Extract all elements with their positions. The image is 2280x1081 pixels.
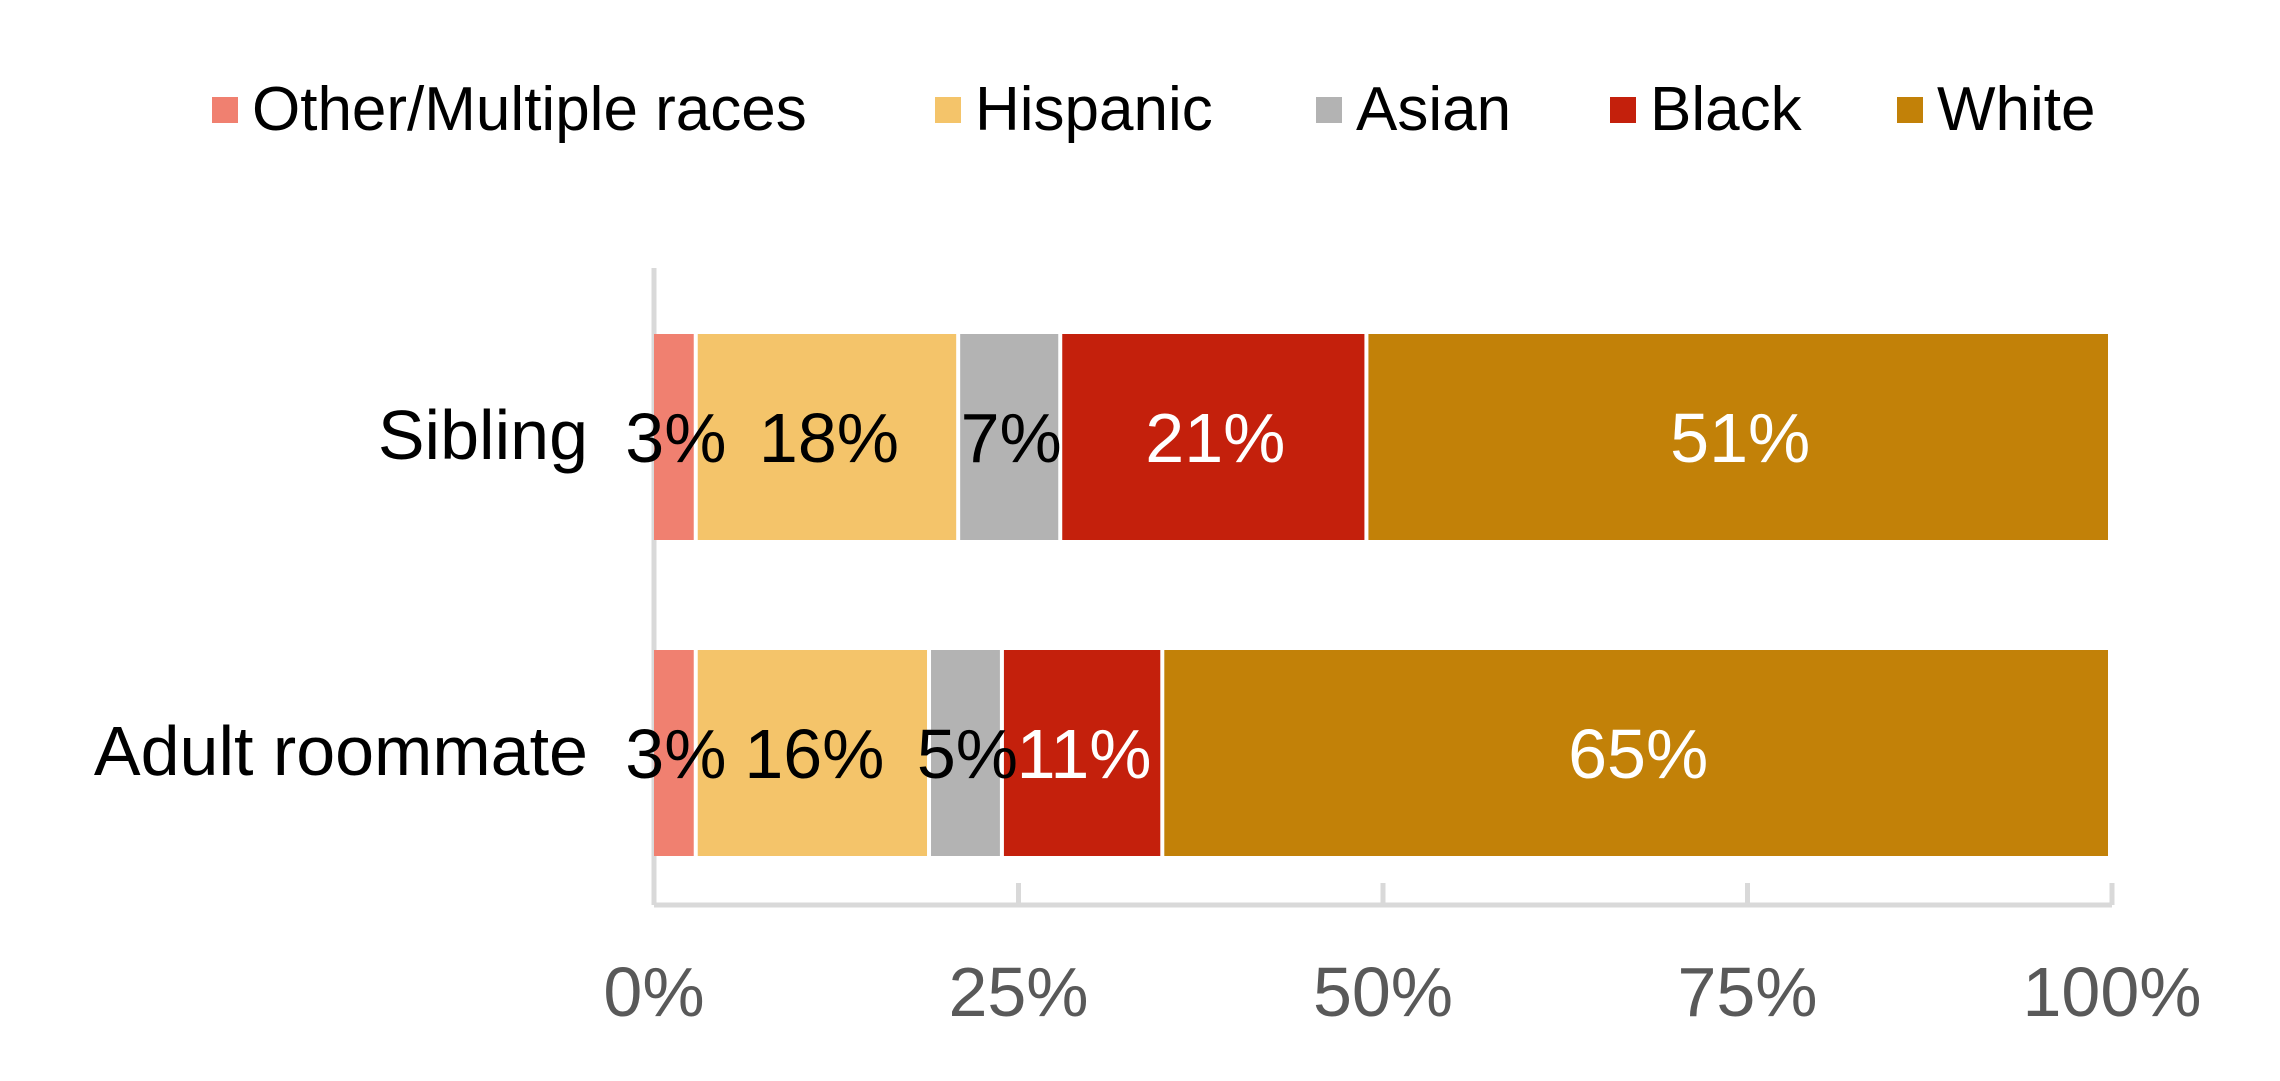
data-label-hispanic-adult-roommate: 16%	[744, 715, 884, 793]
legend-item-hispanic: Hispanic	[935, 70, 1213, 150]
data-label-hispanic-sibling: 18%	[759, 399, 899, 477]
legend-label: Asian	[1356, 75, 1512, 144]
x-tick-label: 50%	[1313, 953, 1453, 1031]
legend-item-black: Black	[1610, 70, 1802, 150]
legend-swatch	[935, 97, 961, 123]
category-label-adult-roommate: Adult roommate	[94, 712, 588, 790]
legend: Other/Multiple races Hispanic Asian Black Wh…	[0, 70, 2280, 150]
bar-hispanic-adult-roommate	[697, 650, 928, 856]
data-label-asian-sibling: 7%	[961, 399, 1062, 477]
legend-swatch	[1316, 97, 1342, 123]
legend-label: Other/Multiple races	[252, 75, 807, 144]
bar-white-sibling	[1368, 334, 2108, 540]
legend-label: Black	[1650, 75, 1802, 144]
data-label-white-adult-roommate: 65%	[1568, 715, 1708, 793]
category-label-sibling: Sibling	[378, 396, 588, 474]
legend-item-white: White	[1897, 70, 2095, 150]
bar-other-multiple-races-sibling	[654, 334, 694, 540]
x-tick-label: 25%	[948, 953, 1088, 1031]
data-label-white-sibling: 51%	[1670, 399, 1810, 477]
x-tick-label: 75%	[1677, 953, 1817, 1031]
legend-swatch	[212, 97, 238, 123]
legend-item-other-multiple-races: Other/Multiple races	[212, 70, 807, 150]
bar-white-adult-roommate	[1164, 650, 2108, 856]
legend-label: Hispanic	[975, 75, 1213, 144]
x-tick-label: 100%	[2022, 953, 2201, 1031]
bar-asian-adult-roommate	[931, 650, 1000, 856]
bar-other-multiple-races-adult-roommate	[654, 650, 694, 856]
legend-item-asian: Asian	[1316, 70, 1511, 150]
data-label-black-sibling: 21%	[1145, 399, 1285, 477]
bar-hispanic-sibling	[697, 334, 957, 540]
legend-swatch	[1897, 97, 1923, 123]
data-label-other-multiple-races-adult-roommate: 3%	[625, 715, 726, 793]
bar-black-sibling	[1062, 334, 1365, 540]
data-label-other-multiple-races-sibling: 3%	[625, 399, 726, 477]
data-label-asian-adult-roommate: 5%	[917, 715, 1018, 793]
legend-swatch	[1610, 97, 1636, 123]
x-tick-label: 0%	[603, 953, 704, 1031]
bar-black-adult-roommate	[1003, 650, 1161, 856]
bar-asian-sibling	[960, 334, 1059, 540]
data-label-black-adult-roommate: 11%	[1017, 715, 1152, 793]
legend-label: White	[1937, 75, 2096, 144]
